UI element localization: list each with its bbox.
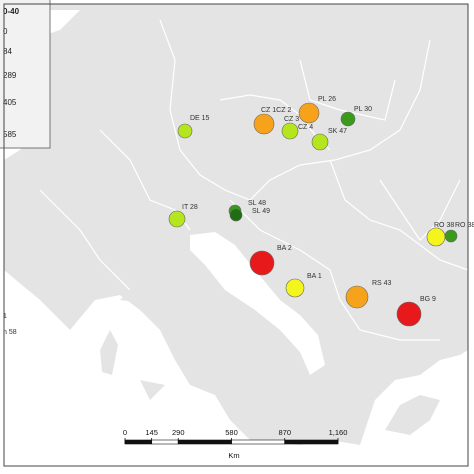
site-marker xyxy=(253,113,275,135)
frame xyxy=(3,3,469,467)
scale-tick-label: 580 xyxy=(225,428,238,437)
border xyxy=(379,179,461,241)
site-marker xyxy=(444,229,458,243)
site-marker xyxy=(168,210,186,228)
legend-item: 84 xyxy=(3,47,12,56)
site-marker xyxy=(396,301,422,327)
site-marker xyxy=(311,133,329,151)
site-label: RO 38 xyxy=(455,222,474,229)
site-marker xyxy=(426,227,446,247)
site-label: SL 49 xyxy=(252,208,270,215)
site-label: CZ 1CZ 2 xyxy=(261,107,291,114)
scale-segment xyxy=(151,439,179,445)
site-marker xyxy=(229,208,243,222)
island xyxy=(100,330,118,375)
site-label: DE 15 xyxy=(190,115,210,122)
site-label: BG 9 xyxy=(420,296,436,303)
scale-segment xyxy=(284,439,339,445)
scale-tick-label: 1,160 xyxy=(329,428,348,437)
scale-tick-label: 0 xyxy=(123,428,127,437)
island xyxy=(140,380,165,400)
legend-item: 0 xyxy=(3,27,8,36)
italy-mainland xyxy=(120,262,215,340)
side-note: n 58 xyxy=(3,329,17,336)
legend-box xyxy=(0,0,51,149)
legend-item: 289 xyxy=(3,71,17,80)
site-label: SK 47 xyxy=(328,128,347,135)
site-label: BA 1 xyxy=(307,273,322,280)
scale-segment xyxy=(231,439,286,445)
side-notes: 1 n 58 xyxy=(3,313,17,336)
borders xyxy=(39,19,469,341)
legend-title: 0-40 xyxy=(3,7,20,16)
legend: 0-40 0 84 289 405 585 xyxy=(0,0,51,149)
site-label: PL 26 xyxy=(318,96,336,103)
scale-bar: Km 0 145 290 580 870 1,160 xyxy=(123,428,347,460)
greece-land xyxy=(385,395,440,435)
site-label: BA 2 xyxy=(277,245,292,252)
site-label: PL 30 xyxy=(354,106,372,113)
scale-tick-label: 870 xyxy=(278,428,291,437)
border xyxy=(299,59,396,121)
border xyxy=(159,19,431,201)
site-marker xyxy=(340,111,356,127)
border xyxy=(229,199,440,341)
site-marker xyxy=(249,250,275,276)
site-label: IT 28 xyxy=(182,204,198,211)
sites: DE 15 CZ 1CZ 2 PL 26 PL 30 CZ 3CZ 4 SK 47 SL 4… xyxy=(168,96,474,327)
adriatic-sea xyxy=(190,232,325,375)
mediterranean-sea xyxy=(4,270,468,466)
site-marker xyxy=(177,123,193,139)
site-marker xyxy=(345,285,369,309)
scale-segment xyxy=(124,439,152,445)
site-label: CZ 3 xyxy=(284,116,299,123)
scale-unit: Km xyxy=(228,451,239,460)
legend-item: 405 xyxy=(3,98,17,107)
legend-items: 0 84 289 405 585 xyxy=(3,27,17,139)
site-marker xyxy=(298,102,320,124)
site-label: CZ 4 xyxy=(298,124,313,131)
scale-tick-label: 145 xyxy=(145,428,158,437)
side-note: 1 xyxy=(3,313,7,320)
site-marker xyxy=(281,122,299,140)
border xyxy=(329,159,469,271)
site-label: RS 43 xyxy=(372,280,392,287)
site-label: SL 48 xyxy=(248,200,266,207)
scale-tick-label: 290 xyxy=(172,428,185,437)
site-marker xyxy=(285,278,305,298)
border xyxy=(39,189,131,291)
legend-item: 585 xyxy=(3,130,17,139)
site-label: RO 38 xyxy=(434,222,454,229)
scale-segment xyxy=(177,439,232,445)
